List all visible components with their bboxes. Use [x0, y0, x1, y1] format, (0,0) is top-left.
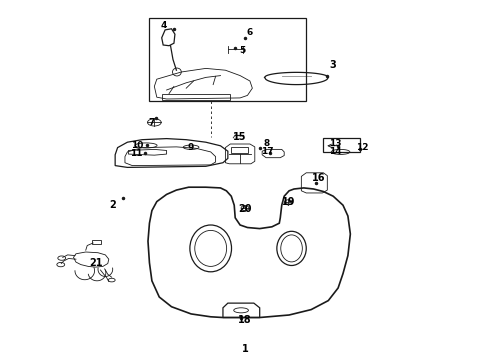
Text: 11: 11	[130, 149, 143, 158]
Text: 19: 19	[282, 197, 296, 207]
Text: 8: 8	[264, 139, 270, 148]
Text: 9: 9	[188, 143, 195, 152]
Bar	[231, 147, 248, 153]
Bar	[323, 138, 360, 152]
Text: 14: 14	[329, 148, 342, 156]
Bar	[162, 94, 230, 100]
Text: 3: 3	[330, 60, 337, 70]
Text: 6: 6	[247, 28, 253, 37]
Text: 12: 12	[356, 143, 369, 152]
Text: 20: 20	[238, 204, 252, 214]
Text: 17: 17	[261, 148, 273, 156]
Text: 5: 5	[240, 46, 245, 55]
Text: 16: 16	[312, 173, 325, 183]
Text: 2: 2	[109, 200, 116, 210]
Text: 7: 7	[148, 118, 155, 127]
Bar	[92, 240, 101, 244]
Text: 1: 1	[242, 344, 248, 354]
Text: 15: 15	[233, 132, 247, 142]
Text: 10: 10	[131, 141, 144, 150]
Text: 21: 21	[89, 258, 102, 268]
Text: 18: 18	[238, 315, 252, 325]
Text: 4: 4	[161, 21, 168, 30]
Text: 13: 13	[329, 139, 342, 148]
Bar	[149, 18, 306, 101]
